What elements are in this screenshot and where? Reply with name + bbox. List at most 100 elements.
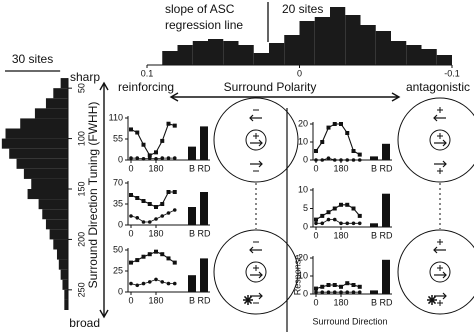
marker bbox=[129, 193, 133, 197]
y-tick-label: 0 bbox=[303, 154, 308, 164]
y-tick-label: 110 bbox=[109, 112, 123, 122]
x-axis-label: Surround Direction bbox=[312, 316, 387, 326]
marker bbox=[314, 217, 318, 222]
marker bbox=[147, 153, 152, 158]
marker bbox=[166, 281, 171, 286]
x-tick-label: 0 bbox=[313, 230, 318, 240]
stimulus-diagrams bbox=[213, 97, 474, 315]
bar bbox=[53, 239, 68, 250]
marker bbox=[147, 156, 152, 160]
bar bbox=[60, 78, 68, 89]
marker bbox=[357, 213, 362, 218]
y-tick-label: 0 bbox=[303, 221, 308, 231]
y-tick-label: 100 bbox=[76, 131, 86, 146]
axis-end-label: sharp bbox=[70, 70, 100, 84]
marker bbox=[129, 260, 133, 265]
y-tick-label: 70 bbox=[113, 177, 123, 187]
marker bbox=[141, 220, 146, 224]
y-axis-label: Response bbox=[292, 255, 302, 296]
marker bbox=[320, 284, 325, 289]
bar bbox=[42, 209, 68, 220]
marker bbox=[135, 258, 140, 263]
x-tick-label: -0.1 bbox=[444, 68, 460, 78]
marker bbox=[135, 216, 140, 220]
bar-label: B bbox=[189, 228, 195, 238]
marker bbox=[129, 214, 133, 218]
y-tick-label: 5 bbox=[303, 203, 308, 213]
y-tick-label: 250 bbox=[76, 282, 86, 297]
bar bbox=[162, 51, 178, 65]
bar bbox=[177, 45, 193, 65]
bar bbox=[1, 138, 69, 149]
marker bbox=[320, 221, 325, 226]
marker bbox=[166, 156, 171, 160]
x-tick-label: 180 bbox=[333, 230, 348, 240]
marker bbox=[135, 196, 140, 200]
marker bbox=[345, 202, 350, 207]
bar bbox=[64, 299, 68, 310]
marker bbox=[314, 221, 318, 226]
marker bbox=[147, 202, 152, 206]
y-tick-label: 0 bbox=[303, 288, 308, 298]
bar bbox=[200, 192, 208, 225]
marker bbox=[351, 149, 356, 153]
y-axis-label: Surround Direction Tuning (FWHH) bbox=[86, 102, 100, 289]
marker bbox=[345, 290, 350, 295]
bar bbox=[5, 128, 69, 139]
marker bbox=[141, 157, 146, 161]
marker bbox=[141, 142, 146, 147]
bar-label: RD bbox=[380, 297, 393, 307]
marker bbox=[332, 290, 337, 295]
polarity-arrow bbox=[169, 92, 401, 102]
bar bbox=[406, 45, 422, 65]
bar bbox=[436, 55, 452, 65]
bar bbox=[49, 229, 68, 240]
y-tick-label: 0 bbox=[118, 154, 123, 164]
marker bbox=[172, 208, 177, 212]
surround bbox=[213, 229, 299, 315]
marker bbox=[314, 286, 318, 291]
y-tick-label: 35 bbox=[113, 198, 123, 208]
bar bbox=[200, 126, 208, 160]
bar bbox=[53, 88, 68, 99]
bar bbox=[31, 178, 69, 189]
marker bbox=[345, 131, 350, 135]
arrow-head bbox=[442, 160, 447, 168]
center bbox=[429, 261, 451, 283]
x-tick-label: 180 bbox=[333, 163, 348, 173]
marker bbox=[357, 158, 362, 162]
marker bbox=[135, 156, 140, 160]
marker bbox=[332, 206, 337, 211]
bar-label: B bbox=[371, 230, 377, 240]
marker bbox=[326, 125, 331, 130]
bar bbox=[16, 158, 68, 169]
bar bbox=[200, 258, 208, 292]
y-tick-label: 150 bbox=[76, 181, 86, 196]
marker bbox=[166, 211, 171, 215]
bar bbox=[375, 31, 391, 65]
marker bbox=[357, 290, 362, 295]
bar bbox=[284, 35, 300, 65]
y-tick-label: 50 bbox=[76, 83, 86, 93]
x-tick-label: 180 bbox=[148, 295, 163, 305]
y-tick-label: 10 bbox=[298, 270, 308, 280]
bar bbox=[58, 259, 68, 270]
marker bbox=[172, 260, 177, 265]
marker bbox=[345, 281, 350, 286]
marker bbox=[314, 158, 318, 162]
marker bbox=[154, 217, 158, 221]
bar bbox=[382, 143, 390, 160]
y-tick-label: 55 bbox=[113, 133, 123, 143]
scale-bar-label: 20 sites bbox=[282, 2, 323, 16]
marker bbox=[332, 122, 337, 126]
bar bbox=[360, 25, 376, 65]
bar bbox=[188, 207, 196, 225]
bar bbox=[9, 148, 68, 159]
arrow-head bbox=[249, 246, 254, 254]
bar bbox=[60, 269, 68, 280]
marker bbox=[154, 150, 158, 155]
bar bbox=[391, 41, 407, 65]
bar bbox=[64, 289, 68, 300]
marker bbox=[160, 280, 165, 284]
marker bbox=[154, 277, 158, 282]
